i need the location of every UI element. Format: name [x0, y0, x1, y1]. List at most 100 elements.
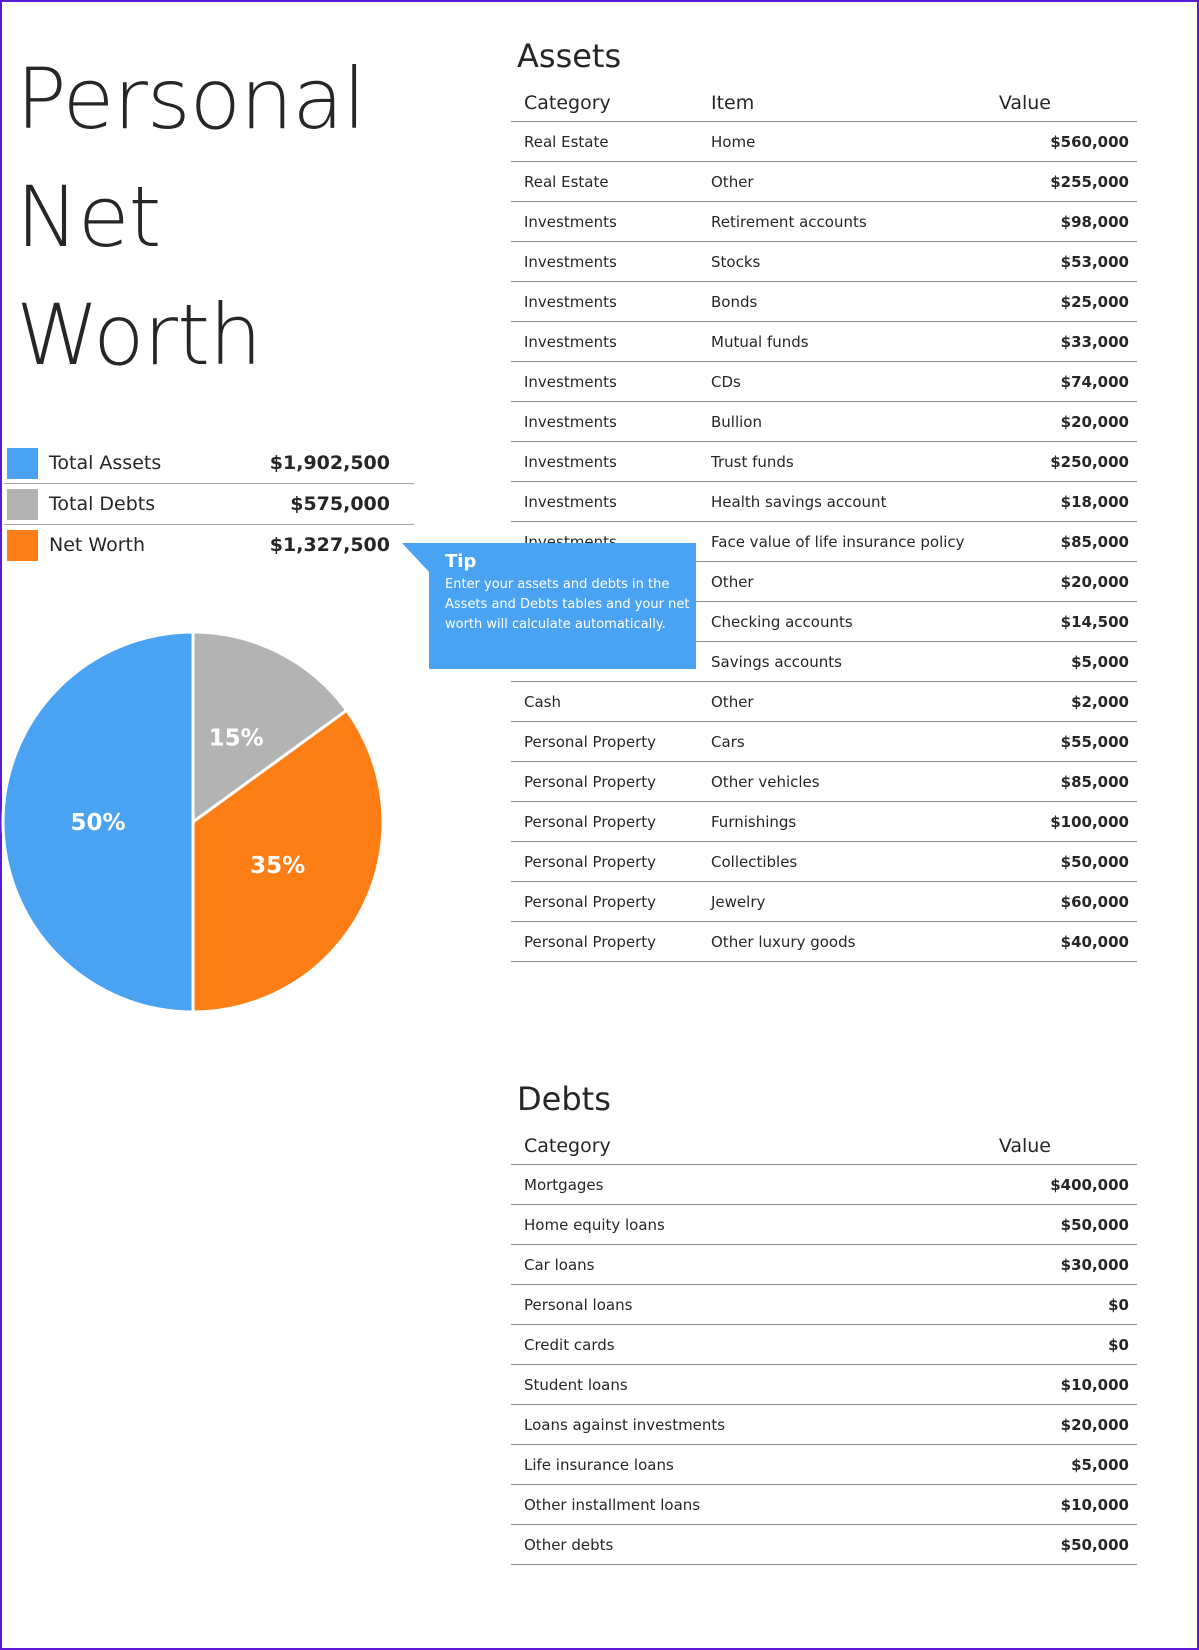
cell-item[interactable]: Face value of life insurance policy	[698, 521, 979, 562]
cell-category[interactable]: Investments	[511, 361, 698, 402]
cell-item[interactable]: Checking accounts	[698, 601, 979, 642]
cell-category[interactable]: Personal Property	[511, 921, 698, 962]
cell-category[interactable]: Car loans	[511, 1244, 878, 1285]
table-row[interactable]: Loans against investments $20,000	[511, 1404, 1137, 1445]
cell-item[interactable]: Other	[698, 161, 979, 202]
cell-category[interactable]: Home equity loans	[511, 1204, 878, 1245]
cell-item[interactable]: Retirement accounts	[698, 201, 979, 242]
table-row[interactable]: Personal Property Cars $55,000	[511, 721, 1137, 762]
cell-value[interactable]: $14,500	[978, 601, 1137, 642]
table-row[interactable]: Investments CDs $74,000	[511, 361, 1137, 402]
cell-category[interactable]: Personal Property	[511, 721, 698, 762]
cell-value[interactable]: $85,000	[978, 521, 1137, 562]
cell-category[interactable]: Real Estate	[511, 121, 698, 162]
cell-value[interactable]: $400,000	[877, 1164, 1137, 1205]
table-row[interactable]: Life insurance loans $5,000	[511, 1444, 1137, 1485]
cell-value[interactable]: $2,000	[978, 681, 1137, 722]
cell-item[interactable]: Collectibles	[698, 841, 979, 882]
cell-value[interactable]: $50,000	[877, 1204, 1137, 1245]
cell-value[interactable]: $20,000	[978, 401, 1137, 442]
cell-category[interactable]: Investments	[511, 481, 698, 522]
cell-category[interactable]: Investments	[511, 321, 698, 362]
cell-value[interactable]: $74,000	[978, 361, 1137, 402]
table-row[interactable]: Investments Trust funds $250,000	[511, 441, 1137, 482]
cell-category[interactable]: Credit cards	[511, 1324, 878, 1365]
cell-value[interactable]: $5,000	[978, 641, 1137, 682]
cell-value[interactable]: $18,000	[978, 481, 1137, 522]
cell-value[interactable]: $55,000	[978, 721, 1137, 762]
cell-category[interactable]: Loans against investments	[511, 1404, 878, 1445]
table-row[interactable]: Other installment loans $10,000	[511, 1484, 1137, 1525]
table-row[interactable]: Car loans $30,000	[511, 1244, 1137, 1285]
cell-value[interactable]: $85,000	[978, 761, 1137, 802]
cell-item[interactable]: Trust funds	[698, 441, 979, 482]
cell-category[interactable]: Personal Property	[511, 801, 698, 842]
cell-item[interactable]: Other luxury goods	[698, 921, 979, 962]
cell-category[interactable]: Real Estate	[511, 161, 698, 202]
cell-item[interactable]: CDs	[698, 361, 979, 402]
table-row[interactable]: Mortgages $400,000	[511, 1164, 1137, 1205]
table-row[interactable]: Personal Property Jewelry $60,000	[511, 881, 1137, 922]
cell-category[interactable]: Investments	[511, 401, 698, 442]
table-row[interactable]: Other debts $50,000	[511, 1524, 1137, 1565]
cell-value[interactable]: $0	[877, 1284, 1137, 1325]
cell-value[interactable]: $53,000	[978, 241, 1137, 282]
cell-item[interactable]: Cars	[698, 721, 979, 762]
table-row[interactable]: Home equity loans $50,000	[511, 1204, 1137, 1245]
cell-category[interactable]: Student loans	[511, 1364, 878, 1405]
cell-category[interactable]: Life insurance loans	[511, 1444, 878, 1485]
cell-value[interactable]: $20,000	[877, 1404, 1137, 1445]
cell-item[interactable]: Home	[698, 121, 979, 162]
table-row[interactable]: Investments Retirement accounts $98,000	[511, 201, 1137, 242]
table-row[interactable]: Personal Property Furnishings $100,000	[511, 801, 1137, 842]
cell-value[interactable]: $20,000	[978, 561, 1137, 602]
table-row[interactable]: Real Estate Home $560,000	[511, 121, 1137, 162]
cell-category[interactable]: Investments	[511, 441, 698, 482]
table-row[interactable]: Investments Stocks $53,000	[511, 241, 1137, 282]
table-row[interactable]: Investments Health savings account $18,000	[511, 481, 1137, 522]
cell-value[interactable]: $33,000	[978, 321, 1137, 362]
cell-category[interactable]: Personal Property	[511, 881, 698, 922]
cell-value[interactable]: $30,000	[877, 1244, 1137, 1285]
table-row[interactable]: Personal Property Other luxury goods $40,0…	[511, 921, 1137, 962]
cell-category[interactable]: Investments	[511, 241, 698, 282]
cell-value[interactable]: $255,000	[978, 161, 1137, 202]
table-row[interactable]: Credit cards $0	[511, 1324, 1137, 1365]
cell-value[interactable]: $50,000	[877, 1524, 1137, 1565]
cell-item[interactable]: Jewelry	[698, 881, 979, 922]
cell-value[interactable]: $10,000	[877, 1364, 1137, 1405]
cell-item[interactable]: Bullion	[698, 401, 979, 442]
cell-value[interactable]: $98,000	[978, 201, 1137, 242]
cell-category[interactable]: Cash	[511, 681, 698, 722]
cell-item[interactable]: Other	[698, 681, 979, 722]
cell-value[interactable]: $0	[877, 1324, 1137, 1365]
cell-category[interactable]: Investments	[511, 201, 698, 242]
table-row[interactable]: Personal loans $0	[511, 1284, 1137, 1325]
table-row[interactable]: Personal Property Collectibles $50,000	[511, 841, 1137, 882]
cell-item[interactable]: Bonds	[698, 281, 979, 322]
table-row[interactable]: Real Estate Other $255,000	[511, 161, 1137, 202]
cell-value[interactable]: $5,000	[877, 1444, 1137, 1485]
cell-item[interactable]: Other vehicles	[698, 761, 979, 802]
cell-item[interactable]: Health savings account	[698, 481, 979, 522]
cell-category[interactable]: Personal Property	[511, 761, 698, 802]
table-row[interactable]: Investments Bullion $20,000	[511, 401, 1137, 442]
cell-category[interactable]: Other installment loans	[511, 1484, 878, 1525]
cell-category[interactable]: Investments	[511, 281, 698, 322]
cell-value[interactable]: $560,000	[978, 121, 1137, 162]
cell-item[interactable]: Savings accounts	[698, 641, 979, 682]
table-row[interactable]: Investments Mutual funds $33,000	[511, 321, 1137, 362]
cell-category[interactable]: Mortgages	[511, 1164, 878, 1205]
cell-value[interactable]: $50,000	[978, 841, 1137, 882]
table-row[interactable]: Student loans $10,000	[511, 1364, 1137, 1405]
table-row[interactable]: Cash Other $2,000	[511, 681, 1137, 722]
cell-category[interactable]: Other debts	[511, 1524, 878, 1565]
cell-value[interactable]: $100,000	[978, 801, 1137, 842]
cell-item[interactable]: Other	[698, 561, 979, 602]
cell-item[interactable]: Mutual funds	[698, 321, 979, 362]
cell-item[interactable]: Stocks	[698, 241, 979, 282]
cell-category[interactable]: Personal Property	[511, 841, 698, 882]
cell-value[interactable]: $10,000	[877, 1484, 1137, 1525]
table-row[interactable]: Personal Property Other vehicles $85,000	[511, 761, 1137, 802]
cell-category[interactable]: Personal loans	[511, 1284, 878, 1325]
